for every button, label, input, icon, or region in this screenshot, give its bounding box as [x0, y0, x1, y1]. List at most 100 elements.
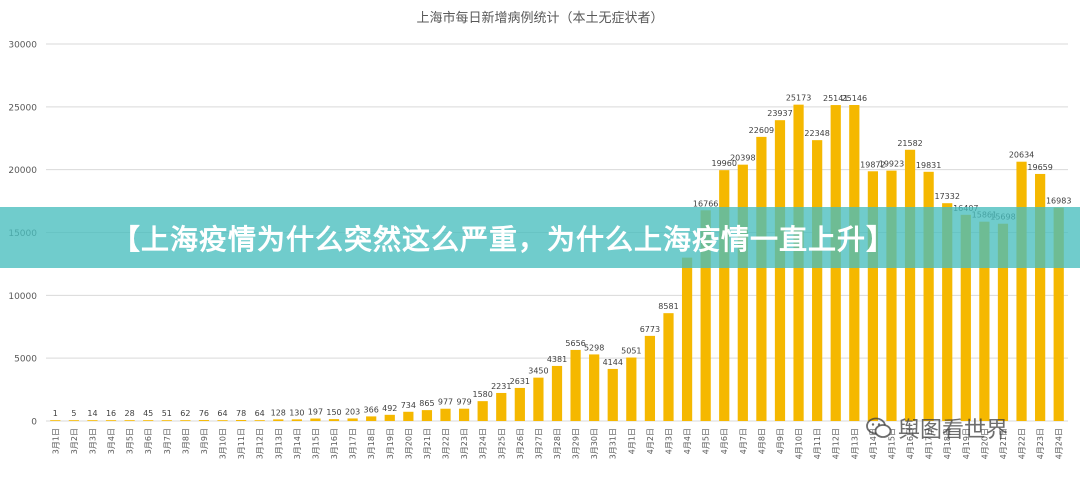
data-label: 25141 — [823, 94, 848, 103]
x-tick-label: 4月7日 — [739, 428, 748, 454]
data-label: 2631 — [510, 377, 530, 386]
x-tick-label: 3月21日 — [423, 428, 432, 459]
data-label: 22609 — [749, 126, 774, 135]
bar — [143, 420, 154, 421]
bar — [1053, 207, 1064, 421]
x-tick-label: 3月2日 — [70, 428, 79, 454]
bar — [440, 408, 451, 421]
data-label: 62 — [180, 409, 190, 418]
bar — [551, 365, 563, 421]
bar — [328, 419, 340, 421]
x-tick-label: 3月24日 — [479, 428, 488, 459]
data-label: 20634 — [1009, 151, 1034, 160]
x-tick-label: 4月18日 — [943, 428, 952, 459]
bar — [291, 419, 302, 421]
x-tick-label: 3月26日 — [516, 428, 525, 459]
bar — [960, 214, 971, 421]
x-tick-label: 3月16日 — [330, 428, 339, 459]
bar — [235, 420, 247, 421]
bar — [87, 420, 98, 421]
x-tick-label: 3月18日 — [367, 428, 376, 459]
bar — [273, 419, 284, 421]
data-label: 14 — [87, 409, 97, 418]
x-tick-label: 4月17日 — [925, 428, 934, 459]
x-tick-label: 4月2日 — [646, 428, 655, 454]
watermark-text: 舆图看世界 — [898, 418, 1009, 443]
bar — [663, 313, 674, 421]
data-label: 19659 — [1027, 163, 1052, 172]
y-tick-label: 10000 — [8, 292, 37, 302]
x-tick-label: 4月23日 — [1036, 428, 1045, 459]
data-label: 5051 — [621, 347, 641, 356]
x-tick-label: 4月6日 — [720, 428, 729, 454]
data-label: 197 — [308, 408, 323, 417]
headline-text: 【上海疫情为什么突然这么严重，为什么上海疫情一直上升】 — [112, 222, 896, 256]
bar — [366, 416, 377, 421]
bar — [737, 164, 748, 421]
bar — [477, 401, 488, 421]
data-label: 128 — [271, 408, 286, 417]
data-label: 19923 — [879, 160, 904, 169]
chart-title: 上海市每日新增病例统计（本土无症状者） — [416, 10, 663, 26]
x-tick-label: 3月6日 — [144, 428, 153, 454]
bar — [254, 420, 265, 421]
x-tick-label: 3月17日 — [349, 428, 358, 459]
y-tick-label: 0 — [31, 418, 37, 428]
x-tick-label: 4月21日 — [999, 428, 1008, 459]
data-label: 5 — [71, 409, 76, 418]
x-tick-label: 3月15日 — [311, 428, 320, 459]
x-tick-label: 3月8日 — [181, 428, 190, 454]
y-tick-label: 25000 — [8, 103, 37, 113]
bar — [1035, 173, 1046, 421]
data-label: 4381 — [547, 355, 567, 364]
x-tick-label: 4月8日 — [757, 428, 766, 454]
data-label: 1 — [53, 409, 58, 418]
x-tick-label: 3月29日 — [572, 428, 581, 459]
x-tick-label: 3月25日 — [497, 428, 506, 459]
bar — [570, 349, 581, 421]
x-tick-label: 4月22日 — [1018, 428, 1027, 459]
headline-banner: 【上海疫情为什么突然这么严重，为什么上海疫情一直上升】 — [0, 207, 1080, 268]
bar — [719, 170, 730, 421]
y-tick-label: 30000 — [8, 41, 37, 51]
x-tick-label: 4月13日 — [850, 428, 859, 459]
data-label: 366 — [364, 405, 379, 414]
x-tick-label: 4月14日 — [869, 428, 878, 459]
data-label: 8581 — [658, 302, 678, 311]
x-tick-label: 3月4日 — [107, 428, 116, 454]
data-label: 76 — [199, 409, 209, 418]
x-tick-label: 3月7日 — [163, 428, 172, 454]
data-label: 25146 — [842, 94, 867, 103]
wechat-icon — [866, 417, 892, 439]
bar — [50, 420, 61, 421]
x-tick-label: 3月28日 — [553, 428, 562, 459]
bar — [756, 136, 767, 421]
bar — [589, 354, 600, 421]
x-tick-label: 3月19日 — [386, 428, 395, 459]
bar — [384, 414, 395, 421]
bar — [997, 223, 1009, 421]
data-label: 19872 — [860, 160, 885, 169]
x-tick-label: 4月11日 — [813, 428, 822, 459]
data-label: 20398 — [730, 154, 755, 163]
x-tick-label: 4月16日 — [906, 428, 915, 459]
data-label: 130 — [289, 408, 304, 417]
bar — [979, 221, 990, 421]
bar — [923, 171, 934, 421]
data-label: 3450 — [528, 367, 548, 376]
x-tick-label: 3月10日 — [219, 428, 228, 459]
data-label: 865 — [419, 399, 434, 408]
data-label: 25173 — [786, 94, 811, 103]
data-label: 5656 — [565, 339, 585, 348]
y-tick-label: 20000 — [8, 166, 37, 176]
x-tick-label: 4月4日 — [683, 428, 692, 454]
bar — [626, 357, 637, 421]
x-tick-label: 4月20日 — [980, 428, 989, 459]
x-tick-label: 4月12日 — [832, 428, 841, 459]
data-label: 64 — [255, 409, 265, 418]
data-label: 16 — [106, 409, 116, 418]
watermark: 舆图看世界 — [866, 412, 1008, 444]
bar — [942, 203, 953, 421]
data-label: 977 — [438, 398, 453, 407]
x-tick-label: 3月11日 — [237, 428, 246, 459]
